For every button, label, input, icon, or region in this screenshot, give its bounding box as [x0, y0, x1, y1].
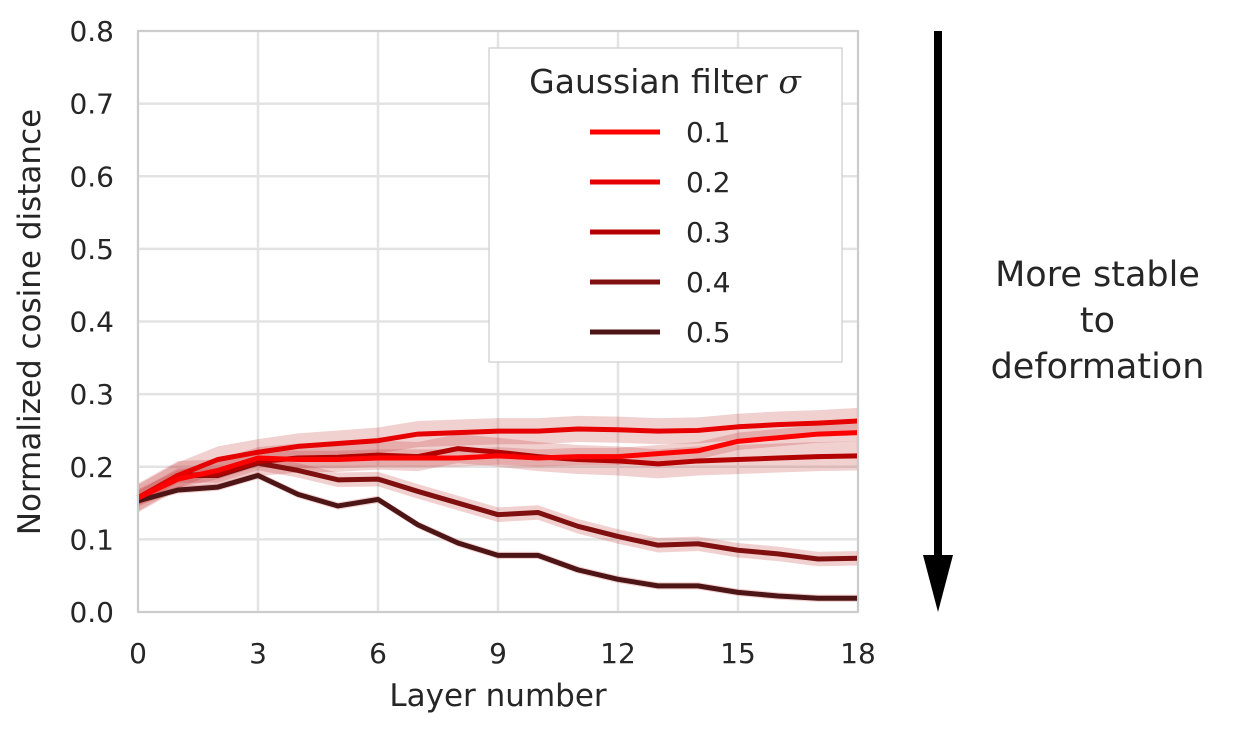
legend-label-0.4: 0.4 — [686, 266, 731, 299]
legend-title-symbol: σ — [778, 62, 802, 101]
y-tick-label: 0.5 — [69, 233, 114, 266]
y-tick-label: 0.2 — [69, 451, 114, 484]
series-lines — [136, 418, 859, 601]
annotation-line-3: deformation — [990, 347, 1205, 387]
x-tick-label: 3 — [249, 637, 267, 670]
stability-arrow — [923, 31, 953, 612]
x-tick-label: 6 — [369, 637, 387, 670]
y-tick-label: 0.3 — [69, 378, 114, 411]
confidence-band-0.2 — [138, 407, 858, 512]
legend-label-0.2: 0.2 — [686, 166, 731, 199]
y-tick-label: 0.0 — [69, 596, 114, 629]
y-axis-label: Normalized cosine distance — [12, 109, 48, 535]
x-axis-ticks: 0 3 6 9 12 15 18 — [129, 637, 876, 670]
legend-title-text: Gaussian filter — [529, 62, 778, 101]
plot-border — [137, 30, 859, 613]
y-tick-label: 0.4 — [69, 306, 114, 339]
y-tick-label: 0.8 — [69, 15, 114, 48]
series-line-0.1 — [136, 430, 859, 501]
x-tick-label: 15 — [720, 637, 756, 670]
annotation-line-1: More stable — [995, 255, 1200, 295]
legend-items: 0.1 0.2 0.3 0.4 0.5 — [590, 116, 731, 349]
y-tick-label: 0.6 — [69, 160, 114, 193]
x-tick-label: 0 — [129, 637, 147, 670]
series-line-0.2 — [136, 418, 859, 501]
confidence-band-0.1 — [138, 423, 858, 507]
legend-label-0.1: 0.1 — [686, 116, 731, 149]
series-line-0.5 — [137, 472, 858, 601]
legend-label-0.5: 0.5 — [686, 316, 731, 349]
legend-title: Gaussian filter σ — [529, 62, 802, 101]
x-tick-label: 12 — [600, 637, 636, 670]
series-line-0.3 — [136, 446, 859, 501]
stability-annotation: More stable to deformation — [955, 252, 1239, 390]
y-tick-label: 0.7 — [69, 88, 114, 121]
x-axis-label: Layer number — [389, 678, 607, 714]
legend-box — [488, 47, 843, 363]
arrow-head — [923, 555, 953, 612]
confidence-band-0.5 — [138, 471, 858, 602]
x-tick-label: 18 — [840, 637, 876, 670]
y-axis-ticks: 0.0 0.1 0.2 0.3 0.4 0.5 0.6 0.7 0.8 — [69, 15, 114, 629]
confidence-band-0.4 — [138, 455, 858, 567]
annotation-line-2: to — [1079, 301, 1116, 341]
legend-label-0.3: 0.3 — [686, 216, 731, 249]
legend: Gaussian filter σ 0.1 0.2 0.3 0.4 0.5 — [488, 47, 843, 363]
plot-frame — [137, 30, 859, 613]
x-tick-label: 9 — [489, 637, 507, 670]
y-tick-label: 0.1 — [69, 523, 114, 556]
